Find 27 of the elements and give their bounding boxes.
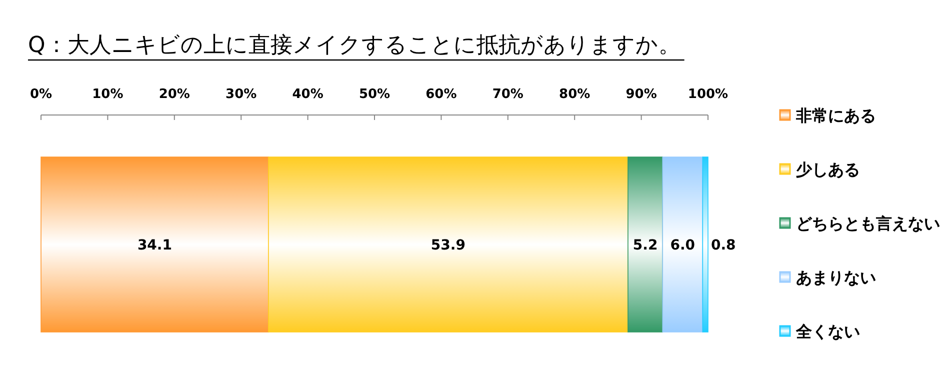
x-tick-label: 50% bbox=[358, 87, 390, 102]
legend-label: どちらとも言えない bbox=[796, 214, 940, 233]
bar bbox=[268, 156, 628, 332]
bar bbox=[702, 156, 708, 332]
x-tick-label: 40% bbox=[292, 87, 324, 102]
x-tick-label: 10% bbox=[92, 87, 124, 102]
data-label: 34.1 bbox=[137, 238, 172, 254]
data-label: 53.9 bbox=[430, 238, 466, 254]
x-tick-label: 80% bbox=[559, 87, 590, 102]
legend-label: 全くない bbox=[795, 322, 860, 341]
bar bbox=[628, 156, 664, 332]
x-tick-label: 0% bbox=[30, 87, 52, 102]
data-label: 0.8 bbox=[711, 238, 736, 254]
x-tick-label: 20% bbox=[158, 87, 190, 102]
legend-label: 少しある bbox=[796, 160, 860, 179]
bar bbox=[40, 156, 269, 332]
x-tick-label: 70% bbox=[492, 87, 524, 102]
x-tick-label: 100% bbox=[688, 87, 728, 102]
data-label: 5.2 bbox=[632, 238, 658, 254]
x-tick-label: 30% bbox=[226, 87, 257, 102]
legend-label: あまりない bbox=[796, 268, 876, 287]
legend-label: 非常にある bbox=[795, 106, 876, 125]
x-tick-label: 60% bbox=[426, 87, 457, 102]
chart-title: Q：大人ニキビの上に直接メイクすることに抵抗がありますか。 bbox=[28, 33, 680, 58]
data-label: 6.0 bbox=[670, 238, 696, 254]
bar bbox=[662, 156, 704, 332]
x-tick-label: 90% bbox=[626, 87, 657, 102]
